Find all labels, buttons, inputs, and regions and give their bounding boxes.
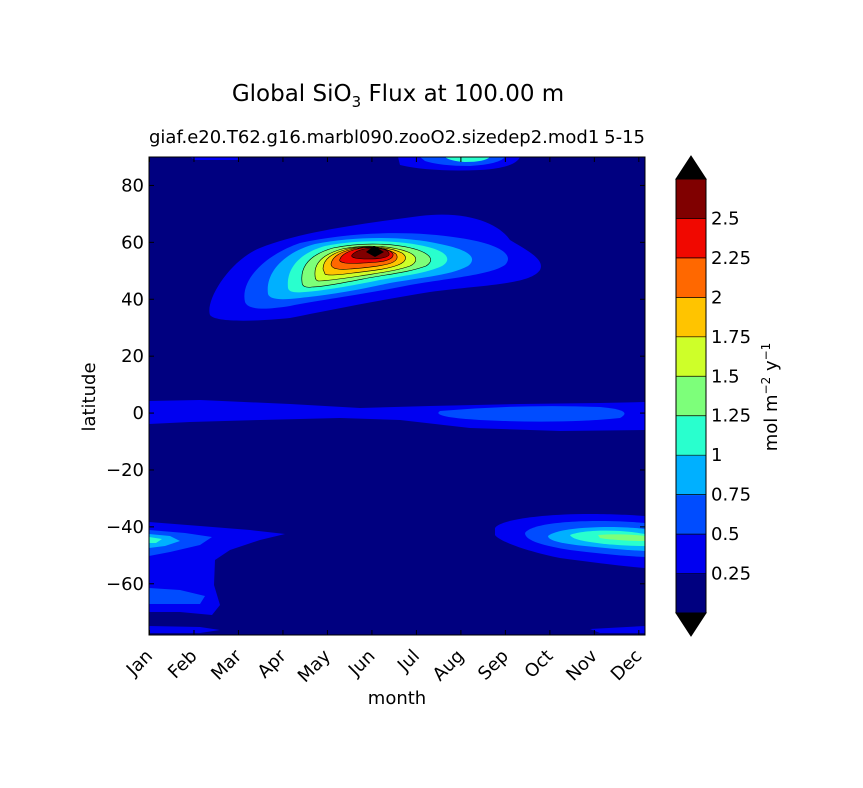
antarctic-edge-band-right [590, 626, 645, 633]
equatorial-band-level-2 [438, 406, 625, 422]
x-tick-label: Apr [254, 645, 291, 682]
colorbar-frame [675, 178, 707, 614]
colorbar-swatch [676, 494, 706, 535]
x-axis-label: month [368, 688, 426, 709]
y-tick-label: 80 [121, 175, 144, 196]
y-tick-label: 20 [121, 346, 144, 367]
colorbar-swatch [676, 534, 706, 575]
colorbar-extend-max [675, 155, 707, 180]
contour-field [149, 157, 645, 635]
x-tick-label: Mar [207, 645, 246, 684]
colorbar-tick-label: 2 [711, 287, 722, 308]
y-tick-label: 40 [121, 289, 144, 310]
colorbar-swatch [676, 415, 706, 456]
x-tick-label: Aug [429, 646, 469, 686]
case-name-label: giaf.e20.T62.g16.marbl090.zooO2.sizedep2… [149, 127, 599, 148]
y-axis: 80 60 40 20 0 −20 −40 −60 [106, 175, 645, 595]
southern-early-level-3 [149, 534, 180, 548]
colorbar-tick-label: 2.5 [711, 208, 740, 229]
southern-early-level-4 [149, 537, 162, 543]
x-tick-label: Dec [607, 646, 646, 685]
colorbar-swatch [676, 336, 706, 377]
southern-early-level-2b [149, 588, 205, 604]
arctic-top-left-sliver [190, 157, 240, 160]
x-tick-label: Jan [122, 646, 157, 681]
colorbar-swatch [676, 297, 706, 338]
colorbar-label: mol m−2 y−1 [759, 343, 782, 452]
colorbar-swatch [676, 179, 706, 219]
colorbar-tick-label: 0.75 [711, 485, 751, 506]
colorbar: 0.25 0.5 0.75 1 1.25 1.5 1.75 2 2.25 2.5 [675, 155, 751, 637]
colorbar-swatch [676, 455, 706, 496]
colorbar-swatch [676, 257, 706, 298]
x-tick-label: Nov [562, 645, 602, 685]
y-tick-label: 60 [121, 232, 144, 253]
bloom-contour-lines [301, 243, 431, 288]
colorbar-tick-label: 0.25 [711, 564, 751, 585]
southern-late-level-5 [598, 534, 645, 541]
colorbar-tick-label: 1.75 [711, 327, 751, 348]
y-axis-label: latitude [79, 362, 100, 431]
y-tick-label: −60 [106, 574, 144, 595]
arctic-level-3 [445, 157, 490, 162]
x-tick-label: May [294, 645, 335, 686]
colorbar-tick-label: 2.25 [711, 248, 751, 269]
y-tick-label: 0 [133, 403, 144, 424]
y-tick-label: −20 [106, 460, 144, 481]
colorbar-swatch [676, 573, 706, 614]
plot-frame [148, 156, 646, 636]
x-tick-label: Jul [393, 646, 424, 677]
chart-title: Global SiO3 Flux at 100.00 m [232, 81, 564, 111]
x-tick-label: Oct [521, 646, 558, 683]
colorbar-tick-label: 1.5 [711, 366, 740, 387]
colorbar-tick-label: 1.25 [711, 406, 751, 427]
colorbar-extend-min [675, 612, 707, 637]
colorbar-swatch [676, 218, 706, 259]
colorbar-swatch [676, 376, 706, 417]
x-tick-label: Sep [474, 646, 513, 685]
antarctic-edge-band [149, 626, 220, 633]
colorbar-tick-label: 1 [711, 445, 722, 466]
bloom-peak [366, 246, 384, 257]
y-tick-label: −40 [106, 517, 144, 538]
x-tick-label: Jun [344, 646, 379, 681]
colorbar-tick-label: 0.5 [711, 524, 740, 545]
year-range-label: 5-15 [604, 127, 645, 148]
x-tick-label: Feb [164, 646, 201, 683]
